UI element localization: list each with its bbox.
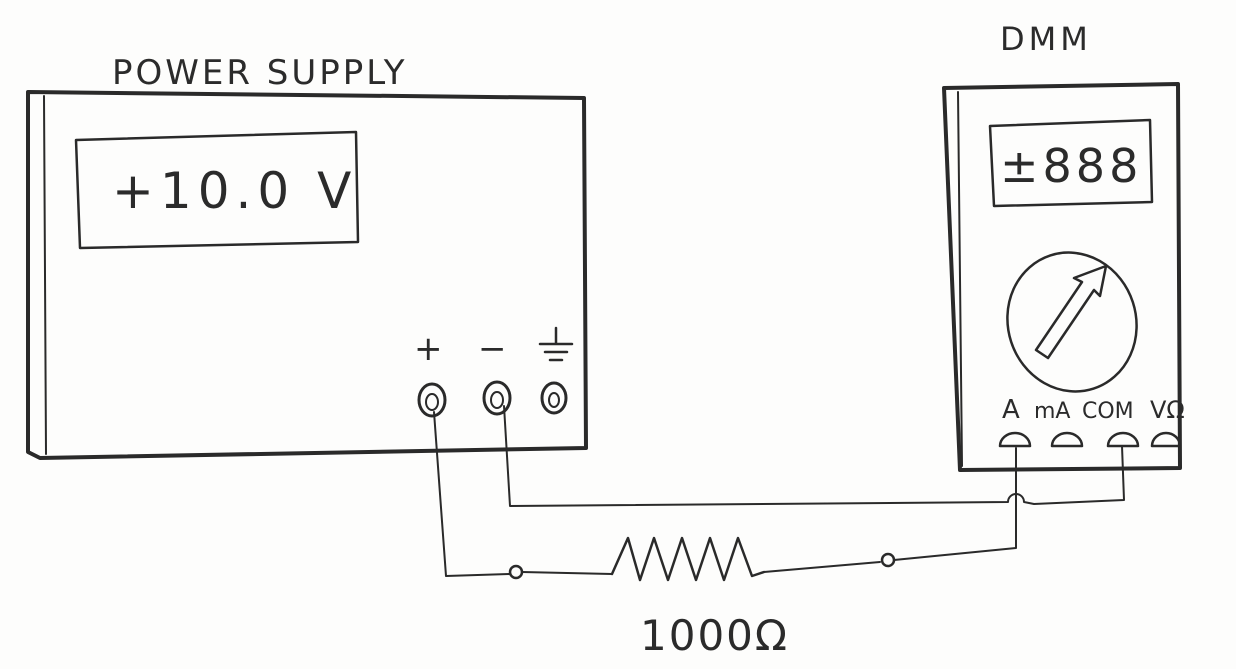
dmm-rotary-dial[interactable] [990, 236, 1155, 409]
wire-minus-to-com [503, 405, 1125, 507]
power-supply-plus-terminal[interactable] [417, 382, 447, 418]
wire-resistor-to-node [763, 561, 881, 573]
dmm-dial-pointer-icon [1034, 264, 1108, 360]
power-supply-body [26, 90, 588, 460]
dmm-jack-vohm-label: VΩ [1150, 396, 1185, 424]
dmm-title: DMM [1000, 20, 1092, 58]
power-supply-minus-terminal[interactable] [482, 380, 512, 416]
power-supply-voltage-readout: +10.0 V [112, 162, 357, 220]
dmm-jack-a-label: A [1002, 395, 1020, 425]
node-right [880, 552, 896, 568]
resistor-symbol [610, 536, 766, 582]
dmm-jack-vohm[interactable] [1150, 431, 1182, 448]
dmm-display-digits: ±888 [1000, 139, 1142, 193]
power-supply-ground-terminal[interactable] [540, 381, 568, 415]
dmm-jack-com[interactable] [1106, 431, 1140, 448]
dmm-body [942, 82, 1182, 472]
dmm-jack-com-label: COM [1082, 399, 1134, 424]
resistor-label: 1000Ω [640, 611, 789, 660]
power-supply-title: POWER SUPPLY [112, 53, 407, 93]
power-supply-edge-line [43, 95, 47, 455]
dmm-jack-ma-label: mA [1034, 399, 1070, 424]
node-left [508, 564, 524, 580]
terminal-minus-label: − [478, 329, 507, 369]
dmm-jack-ma[interactable] [1050, 431, 1084, 448]
terminal-plus-label: + [414, 329, 443, 369]
wire-node-to-jack-a [893, 447, 1017, 561]
dmm-jack-a[interactable] [998, 431, 1032, 448]
wire-node-to-resistor [521, 571, 613, 575]
wire-plus-to-resistor [433, 411, 511, 577]
dmm-display [988, 118, 1154, 208]
dmm-edge-line [957, 91, 963, 467]
power-supply-display [74, 130, 360, 250]
ground-icon [538, 326, 574, 362]
